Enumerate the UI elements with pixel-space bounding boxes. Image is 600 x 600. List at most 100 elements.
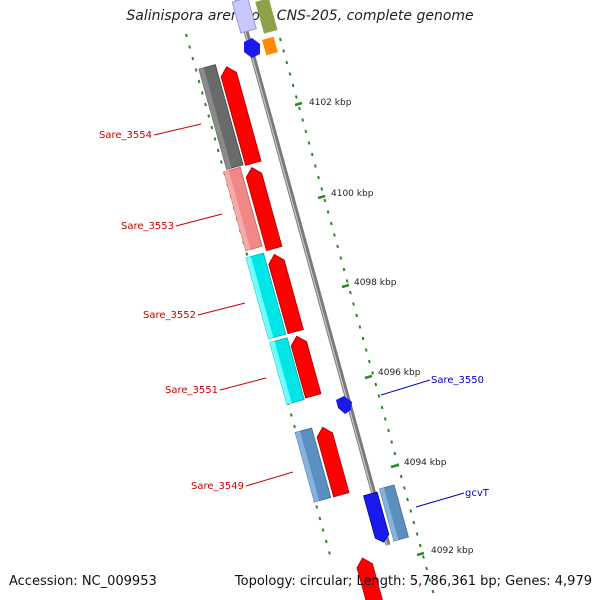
right-track-dash-17 xyxy=(333,233,336,237)
accession-text: Accession: NC_009953 xyxy=(9,574,157,589)
gene-label-sare-3549: Sare_3549 xyxy=(191,481,244,492)
right-track-dash-20 xyxy=(342,267,346,272)
gene-sare-3554-block xyxy=(198,64,244,170)
leader-sare-3549 xyxy=(245,471,294,487)
left-track-dash-3 xyxy=(194,68,198,72)
right-track-dash-18 xyxy=(336,244,339,249)
left-track-dash-2 xyxy=(191,56,195,61)
right-track-dash-1 xyxy=(282,49,285,53)
right-track-dash-26 xyxy=(361,336,365,341)
right-track-dash-30 xyxy=(374,382,378,387)
strand-arrow-5 xyxy=(316,426,350,498)
gene-sare-3550-block xyxy=(336,396,352,414)
scale-tick-4094 xyxy=(390,463,399,469)
leader-gcvT xyxy=(415,492,465,508)
right-track-dash-22 xyxy=(348,290,352,295)
right-track-dash-36 xyxy=(393,451,397,456)
left-track-dash-7 xyxy=(207,114,211,118)
gene-top-blue-arrow xyxy=(244,38,260,58)
right-track-dash-45 xyxy=(422,555,425,559)
right-track-dash-28 xyxy=(368,359,371,364)
left-track-dash-43 xyxy=(321,528,325,532)
leader-sare-3554 xyxy=(153,123,202,136)
scale-label-4092: 4092 kbp xyxy=(431,546,474,556)
gene-top-olive xyxy=(255,0,278,34)
leader-sare-3552 xyxy=(197,302,246,316)
left-track-dash-34 xyxy=(293,424,296,429)
right-track-dash-47 xyxy=(428,578,432,582)
right-track-dash-9 xyxy=(307,141,311,145)
gene-top-orange xyxy=(262,36,278,56)
gene-label-sare-3554: Sare_3554 xyxy=(99,130,152,141)
genome-backbone xyxy=(234,0,391,546)
gene-label-gcvT: gcvT xyxy=(465,488,490,499)
left-track-dash-45 xyxy=(328,551,331,555)
right-track-dash-13 xyxy=(320,187,324,191)
strand-arrow-6 xyxy=(356,557,386,600)
right-track-dash-34 xyxy=(387,428,390,433)
strand-arrow-1 xyxy=(220,66,262,166)
right-track-dash-4 xyxy=(291,83,295,88)
gene-sare-3552-block xyxy=(245,252,287,340)
left-track-dash-10 xyxy=(216,148,220,153)
leader-sare-3550 xyxy=(380,379,431,396)
right-track-dash-24 xyxy=(355,313,359,318)
left-track-dash-5 xyxy=(200,91,204,95)
right-track-dash-2 xyxy=(285,60,289,65)
right-track-dash-11 xyxy=(314,164,317,168)
left-track-dash-42 xyxy=(318,516,322,521)
topology-text: Topology: circular; Length: 5,786,361 bp… xyxy=(234,574,592,589)
left-track-dash-9 xyxy=(213,137,217,141)
scale-tick-4100 xyxy=(317,194,326,200)
gene-sare-3553-block xyxy=(223,166,263,252)
right-track-dash-38 xyxy=(399,474,403,479)
leader-sare-3553 xyxy=(175,213,223,227)
right-track-dash-41 xyxy=(409,509,413,513)
right-track-dash-32 xyxy=(380,405,384,410)
right-track-dash-8 xyxy=(304,129,308,134)
right-track-dash-48 xyxy=(431,589,435,594)
right-track-dash-46 xyxy=(425,566,428,571)
left-track-dash-33 xyxy=(289,413,293,417)
gcvT-blue-arrow xyxy=(363,491,390,543)
map-title: Salinispora arenicola CNS-205, complete … xyxy=(126,8,474,24)
strand-arrow-3 xyxy=(268,253,304,335)
right-track-dash-23 xyxy=(352,302,355,306)
right-track-dash-16 xyxy=(329,221,333,226)
right-track-dash-10 xyxy=(310,152,314,157)
gene-label-sare-3552: Sare_3552 xyxy=(143,310,196,321)
right-track-dash-27 xyxy=(364,348,368,352)
scale-tick-4096 xyxy=(364,374,373,380)
right-track-dash-6 xyxy=(298,106,301,111)
left-track-dash-4 xyxy=(197,79,201,84)
scale-label-4096: 4096 kbp xyxy=(378,368,421,378)
scale-tick-4098 xyxy=(341,283,350,289)
right-track-dash-19 xyxy=(339,256,343,260)
right-track-dash-21 xyxy=(345,279,349,283)
right-track-dash-29 xyxy=(371,371,374,375)
right-track-dash-33 xyxy=(383,417,387,421)
right-track-dash-31 xyxy=(377,394,381,398)
left-track-dash-0 xyxy=(185,33,188,38)
strand-arrow-2 xyxy=(245,166,283,252)
scale-label-4102: 4102 kbp xyxy=(309,98,352,108)
left-track-dash-41 xyxy=(315,505,319,509)
gene-top-lightblue xyxy=(231,0,257,34)
left-track-dash-8 xyxy=(210,125,214,130)
left-track-dash-44 xyxy=(324,539,328,544)
right-track-dash-42 xyxy=(412,520,416,525)
right-track-dash-3 xyxy=(288,72,292,76)
right-dotted-track xyxy=(279,37,435,594)
left-track-dash-1 xyxy=(188,45,191,49)
left-track-dash-19 xyxy=(245,252,249,256)
left-track-dash-11 xyxy=(220,160,223,164)
right-track-dash-43 xyxy=(415,532,419,536)
gene-sare-3551-block xyxy=(269,337,305,405)
right-track-dash-25 xyxy=(358,325,362,329)
right-track-dash-35 xyxy=(390,440,394,444)
scale-tick-4092 xyxy=(416,551,425,557)
right-track-dash-0 xyxy=(279,37,282,42)
left-track-dash-6 xyxy=(204,102,207,107)
right-track-dash-14 xyxy=(323,198,327,203)
